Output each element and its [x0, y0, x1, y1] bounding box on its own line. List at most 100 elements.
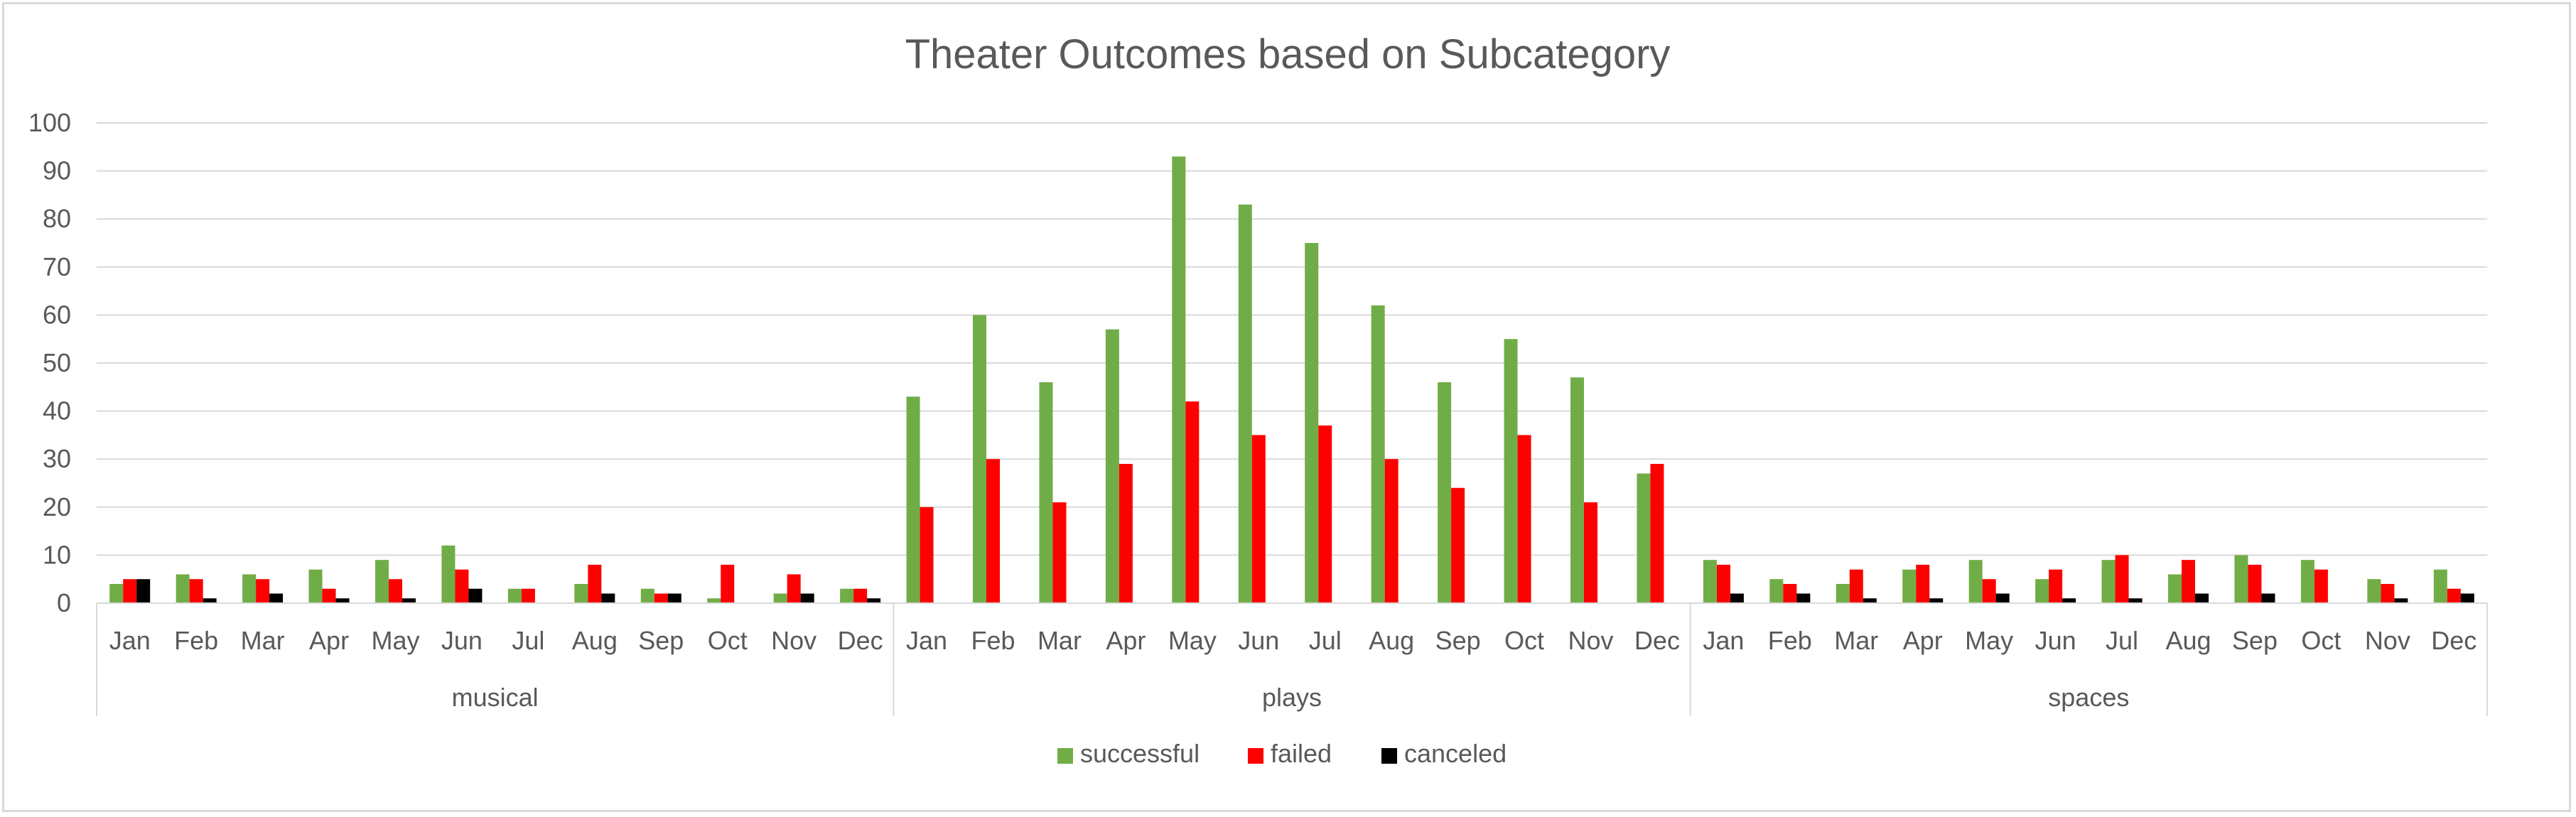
x-tick-label: Apr	[1106, 626, 1146, 655]
y-tick-label: 40	[43, 396, 71, 426]
bar-successful	[2234, 555, 2248, 603]
bar-failed	[521, 588, 535, 603]
bar-successful	[2433, 569, 2447, 603]
x-axis: Jan Feb Mar Apr May Jun Jul Aug Sep Oct Nov Dec musi…	[96, 602, 2488, 716]
bar-successful	[1902, 569, 1917, 603]
bar-canceled	[867, 598, 881, 603]
bar-failed	[1451, 487, 1465, 603]
bar-successful	[109, 583, 124, 603]
legend-label: failed	[1271, 739, 1332, 768]
x-tick-label: Jul	[1309, 626, 1342, 655]
x-tick-label: Jun	[2035, 626, 2076, 655]
group-label: plays	[1262, 683, 1322, 712]
gridlines	[97, 122, 2487, 604]
bar-canceled	[1995, 593, 2010, 603]
bar-canceled	[2195, 593, 2209, 603]
x-tick-label: Feb	[1768, 626, 1812, 655]
bar-successful	[1371, 305, 1385, 603]
bar-successful	[176, 574, 190, 603]
y-tick-label: 60	[43, 300, 71, 329]
bar-failed	[1916, 564, 1930, 603]
bar-failed	[1384, 459, 1399, 603]
x-tick-label: Feb	[971, 626, 1015, 655]
y-tick-label: 90	[43, 156, 71, 185]
group-label: musical	[452, 683, 539, 712]
x-tick-label: Mar	[1834, 626, 1878, 655]
legend-label: canceled	[1404, 739, 1507, 768]
bar-failed	[1251, 435, 1266, 603]
bar-canceled	[1730, 593, 1744, 603]
x-tick-label: May	[1965, 626, 2013, 655]
x-tick-label: Jun	[441, 626, 483, 655]
bar-failed	[2447, 588, 2461, 603]
x-tick-label: Dec	[838, 626, 883, 655]
bar-successful	[1039, 382, 1053, 603]
x-tick-label: Sep	[638, 626, 684, 655]
bar-successful	[773, 593, 787, 603]
bar-failed	[322, 588, 336, 603]
bar-canceled	[667, 593, 681, 603]
bar-successful	[1504, 339, 1518, 603]
bar-canceled	[800, 593, 814, 603]
bar-successful	[2168, 574, 2182, 603]
bar-failed	[389, 579, 402, 603]
bar-canceled	[2261, 593, 2275, 603]
bar-successful	[707, 598, 721, 603]
y-tick-label: 30	[43, 444, 71, 473]
bar-successful	[2035, 579, 2049, 603]
x-tick-label: Feb	[174, 626, 218, 655]
x-tick-label: Apr	[1903, 626, 1943, 655]
y-tick-label: 50	[43, 348, 71, 377]
x-tick-label: Nov	[2365, 626, 2410, 655]
bar-canceled	[203, 598, 217, 603]
bar-canceled	[601, 593, 615, 603]
bar-canceled	[136, 579, 151, 603]
x-tick-label: May	[371, 626, 419, 655]
x-tick-label: Apr	[309, 626, 349, 655]
bar-successful	[2367, 579, 2381, 603]
bar-canceled	[1929, 598, 1944, 603]
x-tick-label: Nov	[1568, 626, 1613, 655]
bars	[109, 156, 2474, 603]
legend-item-failed: failed	[1248, 739, 1332, 768]
bar-failed	[2115, 555, 2129, 603]
bar-failed	[986, 459, 1000, 603]
bar-canceled	[2394, 598, 2408, 603]
bar-successful	[375, 560, 389, 603]
bar-failed	[920, 507, 934, 603]
bar-successful	[1172, 156, 1186, 603]
bar-successful	[242, 574, 257, 603]
bar-successful	[1570, 377, 1584, 603]
x-tick-label: Oct	[708, 626, 748, 655]
bar-failed	[721, 564, 735, 603]
bar-successful	[2101, 560, 2116, 603]
bar-canceled	[2062, 598, 2076, 603]
bar-canceled	[2128, 598, 2143, 603]
x-tick-label: Jun	[1238, 626, 1279, 655]
legend: successful failed canceled	[1057, 739, 1507, 768]
bar-canceled	[1796, 593, 1811, 603]
bar-failed	[853, 588, 868, 603]
x-tick-label: Oct	[2301, 626, 2341, 655]
x-tick-label: Sep	[1435, 626, 1481, 655]
bar-successful	[574, 583, 588, 603]
bar-failed	[588, 564, 602, 603]
y-tick-label: 0	[57, 588, 71, 617]
x-tick-label: Dec	[2431, 626, 2477, 655]
y-tick-label: 70	[43, 252, 71, 281]
x-tick-label: Aug	[2165, 626, 2211, 655]
group-label: spaces	[2048, 683, 2129, 712]
bar-successful	[1238, 204, 1252, 603]
x-tick-label: Jan	[1703, 626, 1744, 655]
bar-failed	[189, 579, 203, 603]
bar-canceled	[335, 598, 350, 603]
x-tick-label: Oct	[1504, 626, 1544, 655]
bar-failed	[1982, 579, 1996, 603]
x-tick-label: Aug	[1369, 626, 1414, 655]
legend-swatch	[1248, 748, 1263, 764]
bar-failed	[2182, 560, 2195, 603]
bar-canceled	[2460, 593, 2474, 603]
legend-swatch	[1057, 748, 1073, 764]
bar-successful	[973, 315, 986, 603]
